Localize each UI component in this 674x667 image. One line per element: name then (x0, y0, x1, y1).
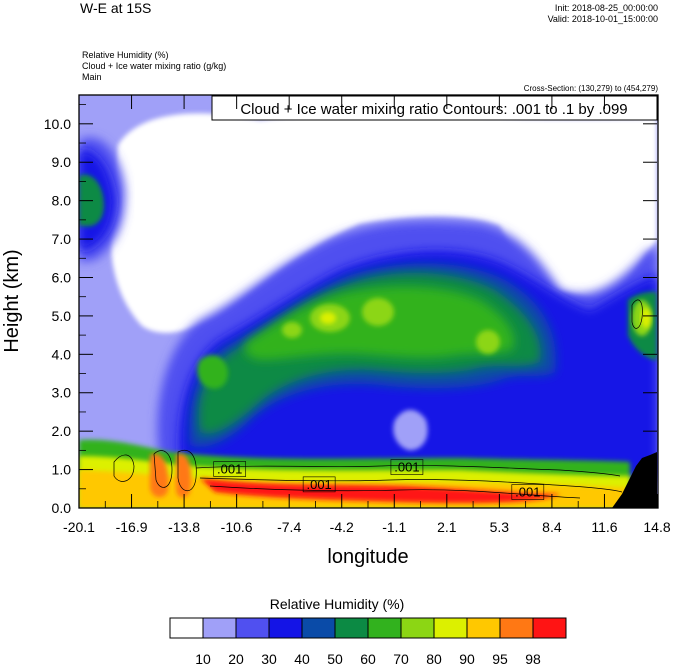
x-tick-label: -7.4 (277, 519, 301, 535)
colorbar-swatch (334, 617, 369, 639)
contour-line (209, 485, 581, 499)
colorbar-level-label: 80 (426, 651, 442, 667)
colorbar-level-label: 70 (393, 651, 409, 667)
contour-info-box (211, 95, 658, 121)
x-tick-label: -4.2 (330, 519, 354, 535)
cloud-contours (113, 299, 643, 499)
x-tick-label: 2.1 (437, 519, 457, 535)
y-tick-label: 5.0 (52, 308, 72, 324)
rh-region-90-b (641, 308, 651, 328)
contour-line (113, 454, 135, 482)
colorbar-swatch (268, 617, 303, 639)
colorbar-swatch (301, 617, 336, 639)
contour-line (177, 450, 197, 492)
y-tick-label: 3.0 (52, 385, 72, 401)
rh-region-20-pocket (393, 409, 428, 451)
colorbar-level-label: 30 (261, 651, 277, 667)
contour-label-box (213, 461, 247, 477)
y-tick-label: 4.0 (52, 346, 72, 362)
colorbar-title: Relative Humidity (%) (269, 596, 405, 612)
x-tick-label: 11.6 (591, 519, 617, 535)
rh-region-70-left (197, 355, 228, 389)
colorbar-level-label: 98 (525, 651, 541, 667)
contour-line (153, 450, 173, 488)
cross-section-label: Cross-Section: (130,279) to (454,279) (523, 84, 658, 93)
y-tick-label: 0.0 (52, 500, 72, 516)
colorbar-swatch (202, 617, 237, 639)
y-tick-label: 6.0 (52, 269, 72, 285)
colorbar-level-label: 40 (294, 651, 310, 667)
y-tick-label: 2.0 (52, 423, 72, 439)
contour-line (631, 299, 643, 329)
contour-info-text: Cloud + Ice water mixing ratio Contours:… (240, 101, 627, 118)
colorbar-level-label: 95 (492, 651, 508, 667)
plot-title: W-E at 15S (80, 0, 152, 16)
x-tick-label: -1.1 (382, 519, 406, 535)
y-tick-label: 8.0 (52, 193, 72, 209)
y-axis-label: Height (km) (1, 249, 23, 352)
x-tick-label: 14.8 (643, 519, 670, 535)
x-tick-label: -10.6 (221, 519, 253, 535)
colorbar-swatch (433, 617, 468, 639)
rh-boundary-layer-98-left2 (176, 453, 192, 498)
colorbar-level-label: 10 (195, 651, 211, 667)
colorbar-swatch (367, 617, 402, 639)
rh-field (79, 95, 658, 508)
colorbar-swatch (169, 617, 204, 639)
x-tick-label: 5.3 (490, 519, 510, 535)
contour-label: .001 (217, 462, 242, 477)
colorbar-level-label: 90 (459, 651, 475, 667)
y-tick-label: 9.0 (52, 154, 72, 170)
field-label-main: Main (82, 72, 102, 82)
contour-label-box (302, 476, 336, 493)
contour-label-box (511, 484, 545, 500)
rh-region-90-a (320, 312, 336, 324)
rh-region-dry-upper (110, 113, 657, 333)
x-tick-label: -16.9 (116, 519, 148, 535)
colorbar: 10 20 30 40 50 60 70 80 90 95 98 (169, 617, 567, 667)
y-tick-label: 7.0 (52, 231, 72, 247)
x-axis: -20.1 -16.9 -13.8 -10.6 -7.4 -4.2 -1.1 2.1 5.3 8.… (63, 95, 671, 535)
init-time: Init: 2018-08-25_00:00:00 (554, 3, 658, 13)
colorbar-swatch (400, 617, 435, 639)
colorbar-swatch (532, 617, 567, 639)
rh-region-80-b (362, 298, 394, 326)
contour-label: .001 (394, 460, 419, 475)
colorbar-level-label: 50 (327, 651, 343, 667)
x-tick-label: 8.4 (542, 519, 562, 535)
contour-label-box (390, 459, 424, 475)
x-tick-label: -13.8 (168, 519, 200, 535)
plot-frame (78, 94, 659, 509)
rh-region-80-d (476, 330, 500, 354)
x-tick-label: -20.1 (63, 519, 95, 535)
field-label-rh: Relative Humidity (%) (82, 50, 169, 60)
colorbar-swatch (235, 617, 270, 639)
contour-label: .001 (515, 485, 540, 500)
contour-label-layer: .001 .001 .001 .001 (213, 459, 545, 500)
y-tick-label: 10.0 (44, 116, 71, 132)
contour-line (199, 477, 623, 493)
colorbar-level-label: 60 (360, 651, 376, 667)
terrain (612, 452, 657, 508)
colorbar-swatch (466, 617, 501, 639)
contour-line (195, 465, 621, 477)
x-axis-label: longitude (327, 546, 408, 568)
valid-time: Valid: 2018-10-01_15:00:00 (547, 14, 658, 24)
field-label-cloud: Cloud + Ice water mixing ratio (g/kg) (82, 61, 227, 71)
y-axis: 0.0 1.0 2.0 3.0 4.0 5.0 6.0 7.0 8.0 9.0 10.0 (44, 104, 657, 516)
colorbar-level-label: 20 (228, 651, 244, 667)
rh-region-80-c (282, 322, 302, 338)
y-tick-label: 1.0 (52, 462, 72, 478)
colorbar-swatch (499, 617, 534, 639)
contour-label: .001 (306, 477, 331, 492)
